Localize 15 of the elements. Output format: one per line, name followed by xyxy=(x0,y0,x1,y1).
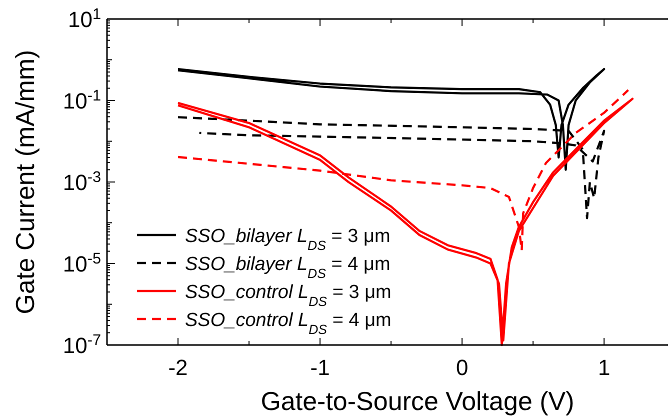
x-tick-label: -2 xyxy=(168,355,188,380)
y-tick-label: 10$^{-3}$ xyxy=(62,168,101,195)
y-tick-label: 10$^{-5}$ xyxy=(62,250,101,276)
legend-label: SSO_control L$_{DS}$ = 4 μm xyxy=(185,310,392,336)
x-axis-title: Gate-to-Source Voltage (V) xyxy=(260,386,574,416)
x-tick-label: -1 xyxy=(310,355,330,380)
y-axis-title: Gate Current (mA/mm) xyxy=(10,50,40,314)
legend-label: SSO_bilayer L$_{DS}$ = 4 μm xyxy=(185,254,390,280)
legend-label: SSO_control L$_{DS}$ = 3 μm xyxy=(185,282,392,308)
y-tick-label: 10$^{-7}$ xyxy=(62,332,101,358)
y-tick-label: 10$^{-1}$ xyxy=(62,87,101,114)
x-tick-label: 0 xyxy=(456,355,468,380)
y-tick-label: 10$^{1}$ xyxy=(68,6,101,32)
legend-label: SSO_bilayer L$_{DS}$ = 3 μm xyxy=(185,226,390,252)
x-tick-label: 1 xyxy=(598,355,610,380)
